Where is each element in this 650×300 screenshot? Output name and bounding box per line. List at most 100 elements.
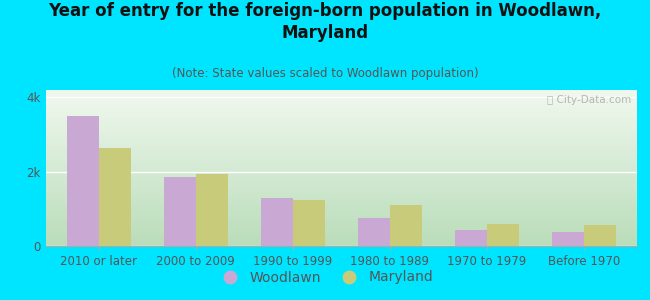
Bar bbox=[46, 163, 637, 165]
Bar bbox=[46, 206, 637, 207]
Bar bbox=[46, 207, 637, 208]
Bar bbox=[46, 101, 637, 103]
Text: (Note: State values scaled to Woodlawn population): (Note: State values scaled to Woodlawn p… bbox=[172, 68, 478, 80]
Bar bbox=[46, 167, 637, 168]
Bar bbox=[46, 99, 637, 101]
Bar bbox=[46, 220, 637, 221]
Text: Year of entry for the foreign-born population in Woodlawn,
Maryland: Year of entry for the foreign-born popul… bbox=[48, 2, 602, 42]
Bar bbox=[46, 95, 637, 96]
Bar bbox=[46, 121, 637, 123]
Bar bbox=[46, 229, 637, 230]
Text: ⓘ City-Data.com: ⓘ City-Data.com bbox=[547, 95, 631, 105]
Bar bbox=[164, 177, 196, 246]
Bar bbox=[46, 201, 637, 202]
Bar bbox=[46, 168, 637, 170]
Bar bbox=[46, 132, 637, 134]
Bar bbox=[46, 232, 637, 233]
Bar bbox=[46, 243, 637, 244]
Bar bbox=[46, 146, 637, 148]
Bar bbox=[67, 116, 99, 246]
Bar bbox=[46, 128, 637, 129]
Bar bbox=[46, 92, 637, 93]
Legend: Woodlawn, Maryland: Woodlawn, Maryland bbox=[211, 265, 439, 290]
Bar bbox=[46, 218, 637, 220]
Bar bbox=[46, 138, 637, 140]
Bar bbox=[46, 134, 637, 135]
Bar bbox=[46, 199, 637, 201]
Bar bbox=[46, 126, 637, 128]
Bar bbox=[46, 223, 637, 224]
Bar bbox=[46, 210, 637, 212]
Bar bbox=[46, 145, 637, 146]
Bar bbox=[46, 96, 637, 98]
Bar bbox=[46, 154, 637, 155]
Bar bbox=[46, 238, 637, 240]
Bar bbox=[46, 190, 637, 191]
Bar bbox=[46, 118, 637, 120]
Bar bbox=[46, 115, 637, 116]
Bar bbox=[46, 202, 637, 204]
Bar bbox=[46, 160, 637, 162]
Bar bbox=[487, 224, 519, 246]
Bar bbox=[46, 104, 637, 106]
Bar bbox=[46, 204, 637, 206]
Bar bbox=[46, 155, 637, 157]
Bar bbox=[46, 152, 637, 154]
Bar bbox=[46, 173, 637, 174]
Bar bbox=[46, 208, 637, 210]
Bar bbox=[46, 213, 637, 215]
Bar bbox=[46, 143, 637, 145]
Bar bbox=[99, 148, 131, 246]
Bar bbox=[46, 230, 637, 232]
Bar bbox=[46, 182, 637, 184]
Bar bbox=[196, 174, 228, 246]
Bar bbox=[46, 196, 637, 198]
Bar bbox=[46, 187, 637, 188]
Bar bbox=[46, 113, 637, 115]
Bar bbox=[390, 205, 422, 246]
Bar bbox=[46, 227, 637, 229]
Bar bbox=[46, 116, 637, 118]
Bar bbox=[455, 230, 487, 246]
Bar bbox=[552, 232, 584, 246]
Bar bbox=[46, 212, 637, 213]
Bar bbox=[46, 221, 637, 223]
Bar bbox=[46, 159, 637, 160]
Bar bbox=[46, 185, 637, 187]
Bar bbox=[46, 124, 637, 126]
Bar bbox=[46, 157, 637, 159]
Bar bbox=[46, 215, 637, 216]
Bar bbox=[261, 198, 292, 246]
Bar bbox=[46, 165, 637, 166]
Bar bbox=[46, 103, 637, 104]
Bar bbox=[46, 129, 637, 130]
Bar bbox=[46, 151, 637, 152]
Bar bbox=[46, 90, 637, 92]
Bar bbox=[46, 191, 637, 193]
Bar bbox=[46, 169, 637, 171]
Bar bbox=[46, 216, 637, 218]
Bar bbox=[46, 109, 637, 110]
Bar bbox=[358, 218, 390, 246]
Bar bbox=[46, 110, 637, 112]
Bar bbox=[46, 98, 637, 99]
Bar bbox=[46, 137, 637, 138]
Bar bbox=[46, 188, 637, 190]
Bar bbox=[46, 198, 637, 199]
Bar bbox=[46, 194, 637, 196]
Bar bbox=[46, 123, 637, 124]
Bar bbox=[46, 120, 637, 121]
Bar bbox=[46, 149, 637, 151]
Bar bbox=[46, 184, 637, 185]
Bar bbox=[292, 200, 325, 246]
Bar bbox=[46, 233, 637, 235]
Bar bbox=[46, 240, 637, 241]
Bar bbox=[46, 148, 637, 149]
Bar bbox=[46, 106, 637, 107]
Bar bbox=[46, 171, 637, 173]
Bar bbox=[46, 193, 637, 194]
Bar bbox=[46, 162, 637, 163]
Bar bbox=[46, 142, 637, 143]
Bar bbox=[46, 181, 637, 182]
Bar bbox=[46, 93, 637, 95]
